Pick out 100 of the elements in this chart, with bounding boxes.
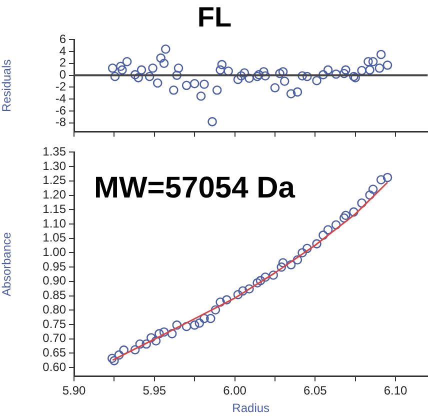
- point: [302, 244, 312, 254]
- x-tick-label: 5.95: [142, 384, 166, 398]
- point: [146, 333, 156, 342]
- point: [323, 65, 333, 75]
- point: [357, 198, 366, 208]
- point: [260, 272, 270, 282]
- point: [349, 72, 358, 82]
- point: [130, 70, 140, 80]
- point: [318, 230, 328, 240]
- point: [382, 172, 392, 182]
- point: [144, 72, 154, 82]
- y-tick-label: 1.00: [42, 245, 66, 260]
- x-tick-label: 6.05: [303, 384, 328, 398]
- y-tick-label: 0.90: [42, 274, 66, 288]
- point: [341, 210, 350, 220]
- y-tick-label: -2: [55, 80, 66, 94]
- point: [200, 80, 209, 89]
- point: [323, 225, 333, 234]
- point: [172, 70, 182, 80]
- y-tick-label: 1.15: [42, 202, 66, 216]
- point: [208, 117, 217, 126]
- point: [339, 213, 349, 223]
- y-tick-label: 1.10: [42, 216, 66, 230]
- y-tick-label: 1.25: [42, 173, 66, 188]
- point: [252, 278, 262, 288]
- point: [268, 270, 278, 280]
- y-tick-label: 0.85: [42, 288, 66, 302]
- point: [331, 220, 341, 230]
- y-axis-title: Absorbance: [0, 232, 14, 296]
- point: [108, 64, 118, 73]
- point: [276, 262, 286, 272]
- point: [156, 53, 166, 63]
- point: [270, 83, 280, 92]
- point: [256, 276, 266, 286]
- y-tick-label: 1.05: [42, 230, 66, 245]
- point: [339, 68, 349, 78]
- point: [222, 295, 232, 304]
- point: [119, 345, 128, 355]
- point: [298, 71, 307, 81]
- point: [159, 327, 169, 337]
- point: [368, 56, 378, 66]
- y-tick-label: 0.60: [42, 360, 66, 374]
- point: [376, 175, 386, 184]
- point: [376, 50, 386, 60]
- point: [154, 329, 164, 338]
- point: [148, 64, 158, 73]
- point: [122, 56, 132, 66]
- point: [182, 322, 192, 332]
- annotation: MW=57054 Da: [94, 171, 296, 204]
- point: [278, 258, 288, 268]
- point: [114, 350, 124, 360]
- point: [135, 339, 145, 349]
- point: [252, 72, 262, 82]
- point: [136, 65, 146, 75]
- point: [110, 356, 119, 366]
- point: [151, 336, 161, 346]
- y-tick-label: 1.20: [42, 188, 66, 202]
- y-tick-label: 4: [59, 44, 66, 58]
- point: [167, 329, 177, 338]
- point: [172, 320, 182, 330]
- point: [238, 286, 248, 296]
- x-tick-label: 6.00: [223, 384, 247, 398]
- point: [216, 297, 225, 307]
- point: [382, 60, 392, 70]
- point: [240, 68, 250, 78]
- y-tick-label: 0.70: [42, 331, 66, 346]
- x-tick-label: 6.10: [384, 384, 408, 398]
- point: [196, 91, 206, 101]
- point: [292, 87, 302, 97]
- y-tick-label: 0.65: [42, 346, 66, 360]
- point: [210, 305, 220, 315]
- y-axis-title: Residuals: [0, 59, 14, 112]
- y-tick-label: 0.75: [42, 316, 66, 331]
- point: [312, 76, 322, 86]
- point: [286, 89, 296, 98]
- point: [174, 64, 184, 73]
- point: [142, 339, 151, 349]
- point: [233, 74, 243, 84]
- point: [200, 314, 209, 324]
- point: [130, 345, 140, 354]
- point: [212, 86, 222, 95]
- point: [365, 65, 374, 75]
- y-tick-label: -8: [55, 115, 66, 130]
- y-tick-label: 6: [59, 32, 66, 46]
- point: [312, 239, 322, 248]
- point: [298, 248, 307, 258]
- y-tick-label: 0.80: [42, 302, 66, 316]
- y-tick-label: -4: [55, 91, 66, 106]
- point: [374, 64, 384, 73]
- point: [292, 255, 302, 265]
- point: [206, 314, 216, 324]
- point: [217, 60, 227, 70]
- point: [280, 76, 290, 86]
- y-tick-label: -6: [55, 103, 66, 118]
- point: [350, 73, 360, 82]
- point: [364, 56, 373, 66]
- point: [160, 44, 170, 54]
- x-tick-label: 5.90: [62, 384, 86, 398]
- point: [194, 318, 204, 328]
- point: [216, 65, 225, 75]
